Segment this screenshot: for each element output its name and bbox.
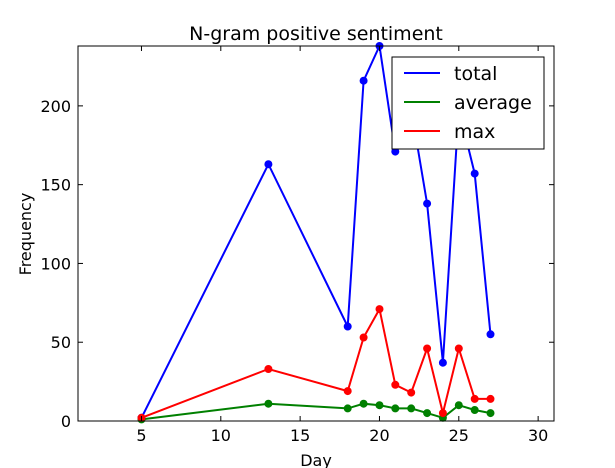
legend-label-total: total bbox=[454, 63, 497, 85]
y-tick-label: 0 bbox=[61, 412, 71, 431]
data-point-max bbox=[486, 394, 495, 403]
data-point-total bbox=[470, 169, 479, 178]
series-line-max bbox=[141, 306, 491, 419]
data-point-average bbox=[375, 401, 384, 410]
data-point-max bbox=[264, 365, 273, 373]
x-tick-label: 25 bbox=[449, 426, 469, 445]
data-point-average bbox=[470, 406, 479, 414]
data-point-max bbox=[423, 344, 432, 353]
y-tick-label: 50 bbox=[51, 333, 71, 352]
data-point-average bbox=[264, 399, 273, 408]
data-point-max bbox=[454, 344, 463, 353]
legend-label-average: average bbox=[454, 92, 532, 114]
data-point-max bbox=[375, 305, 384, 314]
data-point-max bbox=[359, 333, 368, 342]
data-point-max bbox=[407, 388, 416, 397]
data-point-max bbox=[391, 380, 400, 389]
data-point-total bbox=[264, 160, 273, 169]
data-point-average bbox=[454, 401, 463, 410]
chart-title: N-gram positive sentiment bbox=[189, 23, 443, 45]
plot-frame bbox=[77, 45, 555, 422]
data-point-max bbox=[470, 394, 479, 403]
data-point-average bbox=[391, 404, 400, 413]
y-tick-label: 150 bbox=[40, 176, 71, 195]
x-tick-label: 20 bbox=[369, 426, 389, 445]
legend-label-max: max bbox=[454, 121, 495, 143]
data-point-max bbox=[438, 409, 447, 418]
data-point-total bbox=[438, 358, 447, 367]
data-point-max bbox=[343, 387, 352, 396]
data-point-average bbox=[423, 409, 432, 418]
data-point-average bbox=[359, 399, 368, 408]
data-point-total bbox=[343, 322, 352, 331]
x-axis-label: Day bbox=[300, 451, 332, 468]
data-point-total bbox=[359, 76, 368, 85]
data-point-average bbox=[343, 404, 352, 413]
x-tick-label: 10 bbox=[211, 426, 231, 445]
data-point-total bbox=[486, 330, 495, 339]
y-axis-label: Frequency bbox=[16, 193, 35, 276]
x-tick-label: 15 bbox=[290, 426, 310, 445]
y-tick-label: 200 bbox=[40, 97, 71, 116]
x-tick-label: 5 bbox=[136, 426, 146, 445]
y-tick-label: 100 bbox=[40, 254, 71, 273]
data-point-average bbox=[407, 404, 416, 413]
x-tick-label: 30 bbox=[528, 426, 548, 445]
data-point-average bbox=[486, 409, 495, 418]
data-point-total bbox=[423, 199, 432, 208]
